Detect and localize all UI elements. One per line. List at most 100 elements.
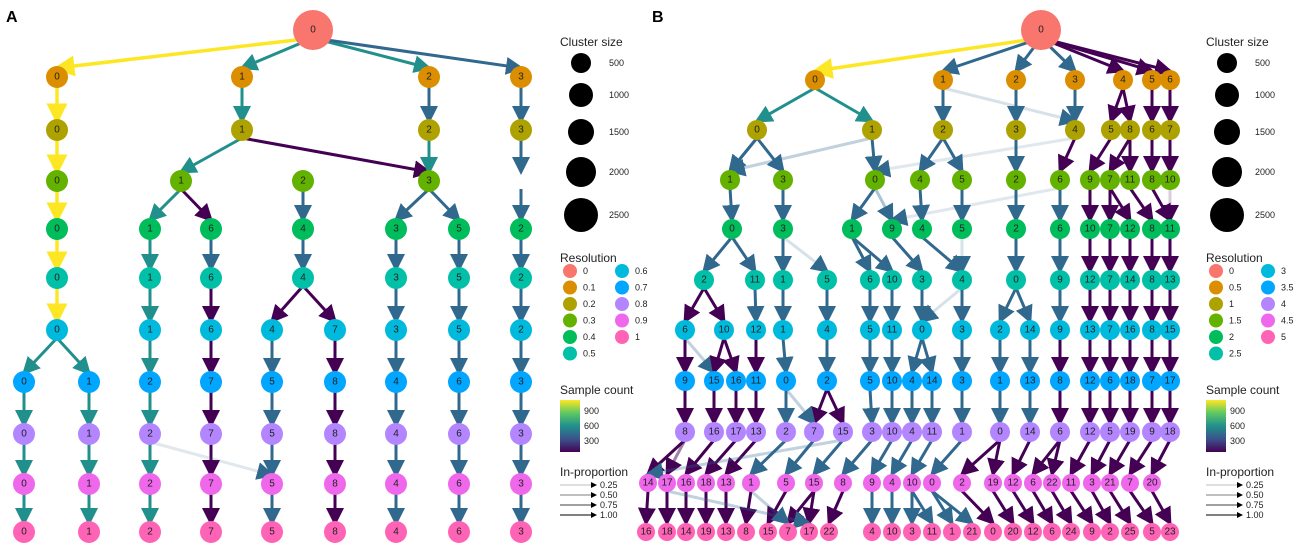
cluster-node: 21 (1101, 474, 1119, 492)
cluster-node-label: 2 (997, 325, 1003, 336)
cluster-node-label: 5 (269, 479, 275, 490)
cluster-node-label: 6 (1049, 527, 1055, 538)
cluster-node: 4 (1113, 70, 1133, 90)
cluster-node-circle (385, 218, 407, 240)
cluster-node: 1 (720, 170, 740, 190)
cluster-node-label: 4 (393, 377, 399, 388)
cluster-node: 11 (745, 270, 765, 290)
cluster-node-circle (747, 120, 767, 140)
cluster-node-circle (1050, 320, 1070, 340)
cluster-node: 5 (952, 219, 972, 239)
cluster-edge (1128, 490, 1154, 526)
cluster-node: 1 (742, 474, 760, 492)
cluster-node: 2 (1006, 219, 1026, 239)
cluster-node: 6 (1100, 371, 1120, 391)
cluster-node-circle (726, 371, 746, 391)
cluster-node: 10 (882, 422, 902, 442)
cluster-edge (1128, 187, 1154, 223)
cluster-node-label: 0 (310, 25, 316, 36)
cluster-edge (702, 236, 734, 274)
cluster-node: 3 (1006, 120, 1026, 140)
cluster-node-label: 3 (518, 72, 524, 83)
cluster-node-label: 0 (754, 125, 760, 136)
cluster-node-circle (820, 523, 838, 541)
cluster-node-label: 4 (393, 429, 399, 440)
cluster-node: 2 (139, 521, 161, 543)
cluster-node: 9 (863, 474, 881, 492)
cluster-node-circle (675, 320, 695, 340)
cluster-node: 4 (902, 371, 922, 391)
cluster-edge (722, 187, 741, 223)
cluster-edge (784, 439, 816, 477)
cluster-node-label: 2 (426, 72, 432, 83)
cluster-node-label: 8 (332, 377, 338, 388)
cluster-node: 2 (139, 423, 161, 445)
cluster-node-circle (1004, 523, 1022, 541)
cluster-edge (301, 284, 338, 324)
cluster-node-circle (448, 267, 470, 289)
resolution-swatch (1209, 346, 1223, 361)
cluster-node: 2 (418, 119, 440, 141)
cluster-node-circle (1006, 70, 1026, 90)
cluster-node-label: 2 (959, 478, 965, 489)
cluster-node-label: 0 (1013, 275, 1019, 286)
cluster-node-circle (293, 10, 333, 50)
cluster-node: 14 (1020, 422, 1040, 442)
cluster-node-label: 12 (1007, 478, 1019, 489)
cluster-node-label: 2 (783, 427, 789, 438)
resolution-legend: 0 0.1 0.2 0.3 0.4 0.5 0.6 0.7 0.8 0.9 1 (563, 264, 648, 361)
cluster-node-label: 2 (518, 224, 524, 235)
cluster-edge (683, 337, 716, 375)
cluster-node-label: 5 (867, 376, 873, 387)
cluster-node-label: 8 (332, 429, 338, 440)
cluster-node-label: 3 (780, 224, 786, 235)
cluster-node: 6 (1024, 474, 1042, 492)
cluster-node-label: 1 (86, 479, 92, 490)
cluster-node-circle (990, 422, 1010, 442)
cluster-node: 7 (1160, 120, 1180, 140)
resolution-swatch (615, 280, 629, 295)
cluster-node-circle (200, 473, 222, 495)
resolution-label: 5 (1281, 332, 1286, 342)
cluster-node: 4 (863, 523, 881, 541)
cluster-node: 6 (860, 270, 880, 290)
resolution-swatch (563, 313, 577, 328)
cluster-node-label: 0 (729, 224, 735, 235)
cluster-edge (1069, 439, 1092, 477)
cluster-node: 5 (448, 218, 470, 240)
cluster-node: 12 (1120, 219, 1140, 239)
cluster-node-circle (923, 523, 941, 541)
cluster-node: 4 (292, 267, 314, 289)
cluster-node-circle (1065, 120, 1085, 140)
cluster-node-circle (860, 320, 880, 340)
cluster-node: 16 (704, 422, 724, 442)
cluster-node-label: 21 (1104, 478, 1116, 489)
cluster-node: 25 (1121, 523, 1139, 541)
cluster-node-circle (1160, 170, 1180, 190)
cluster-edge (746, 287, 765, 324)
cluster-node: 3 (385, 319, 407, 341)
cluster-node-circle (1083, 523, 1101, 541)
cluster-node: 3 (773, 170, 793, 190)
cluster-node-label: 19 (700, 527, 712, 538)
cluster-node: 2 (418, 66, 440, 88)
cluster-node-circle (717, 523, 735, 541)
in-proportion-label: 0.50 (600, 490, 618, 500)
resolution-label: 0.4 (583, 332, 596, 342)
cluster-node-label: 3 (518, 479, 524, 490)
cluster-node-label: 0 (21, 527, 27, 538)
panel-a: A 0 0 1 2 3 0 1 2 3 0 1 2 3 0 1 6 4 3 5 2 0 1 6 4 3 5 2 0 1 6 4 7 3 5 2 0 1 2… (6, 9, 648, 543)
cluster-node-label: 7 (1107, 224, 1113, 235)
resolution-label: 1 (1229, 299, 1234, 309)
cluster-node-circle (448, 423, 470, 445)
cluster-edge (1040, 36, 1173, 77)
cluster-node-label: 5 (456, 325, 462, 336)
cluster-node-label: 3 (426, 176, 432, 187)
cluster-node-circle (1080, 422, 1100, 442)
cluster-node-circle (952, 371, 972, 391)
cluster-edge (918, 137, 945, 174)
cluster-node-label: 6 (1167, 75, 1173, 86)
cluster-size-label: 2000 (609, 167, 629, 177)
cluster-edge (811, 36, 1042, 79)
cluster-node-label: 10 (886, 427, 898, 438)
